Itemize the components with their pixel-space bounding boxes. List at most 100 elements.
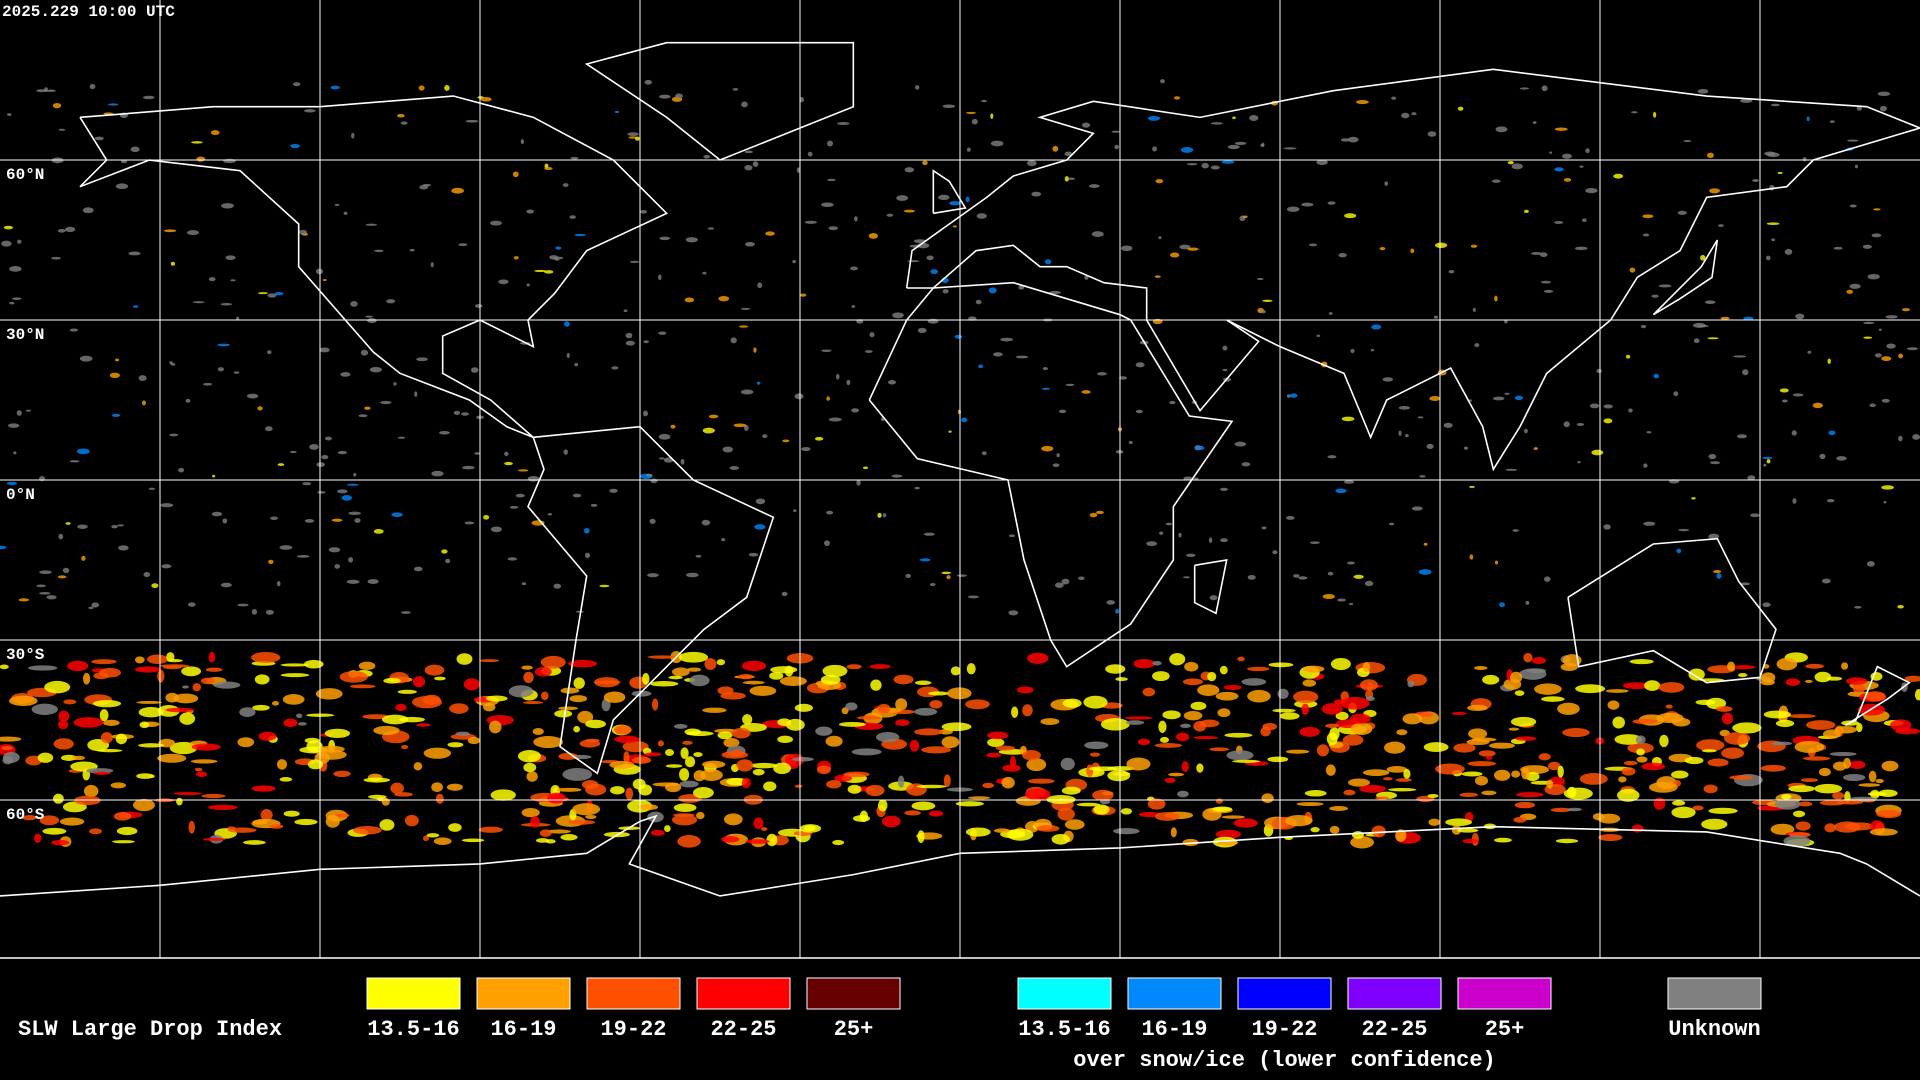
cloud-patch bbox=[563, 449, 568, 455]
cloud-patch bbox=[1614, 734, 1643, 745]
cloud-patch bbox=[1784, 248, 1793, 255]
cloud-patch bbox=[258, 731, 277, 741]
cloud-patch bbox=[1060, 757, 1075, 771]
cloud-patch bbox=[672, 667, 690, 677]
cloud-patch bbox=[869, 332, 875, 338]
cloud-patch bbox=[891, 474, 903, 478]
cloud-patch bbox=[1411, 506, 1423, 511]
cloud-patch bbox=[1469, 554, 1474, 560]
cloud-patch bbox=[1849, 204, 1857, 208]
cloud-patch bbox=[897, 775, 905, 788]
cloud-patch bbox=[949, 201, 961, 206]
cloud-patch bbox=[349, 684, 376, 689]
cloud-patch bbox=[498, 279, 509, 285]
cloud-patch bbox=[138, 743, 165, 748]
cloud-patch bbox=[111, 413, 121, 417]
coastline bbox=[905, 68, 1920, 472]
cloud-patch bbox=[793, 509, 797, 513]
cloud-patch bbox=[227, 826, 236, 830]
cloud-patch bbox=[1881, 356, 1892, 362]
cloud-patch bbox=[220, 303, 233, 306]
cloud-patch bbox=[1384, 181, 1389, 186]
cloud-patch bbox=[1642, 214, 1654, 219]
cloud-patch bbox=[1347, 136, 1359, 143]
cloud-patch bbox=[966, 663, 976, 675]
cloud-patch bbox=[1814, 783, 1843, 794]
cloud-patch bbox=[1805, 663, 1824, 669]
cloud-patch bbox=[252, 704, 270, 711]
cloud-patch bbox=[243, 840, 266, 845]
cloud-patch bbox=[986, 752, 1002, 758]
cloud-patch bbox=[365, 315, 374, 318]
cloud-patch bbox=[17, 239, 22, 244]
cloud-patch bbox=[1024, 788, 1051, 801]
cloud-patch bbox=[567, 659, 598, 668]
cloud-patch bbox=[1515, 736, 1537, 741]
cloud-patch bbox=[36, 584, 46, 588]
legend-label: 16-19 bbox=[490, 1017, 556, 1042]
cloud-patch bbox=[1154, 812, 1180, 821]
cloud-patch bbox=[952, 225, 957, 228]
cloud-patch bbox=[1532, 656, 1547, 665]
cloud-patch bbox=[1814, 671, 1832, 683]
cloud-patch bbox=[391, 512, 403, 518]
cloud-patch bbox=[225, 255, 236, 261]
cloud-patch bbox=[870, 679, 882, 691]
cloud-patch bbox=[1164, 777, 1176, 783]
cloud-patch bbox=[53, 738, 74, 750]
cloud-patch bbox=[1026, 758, 1047, 772]
cloud-patch bbox=[401, 744, 409, 750]
cloud-patch bbox=[1651, 294, 1659, 298]
cloud-patch bbox=[1557, 702, 1580, 715]
cloud-patch bbox=[577, 710, 594, 724]
cloud-patch bbox=[1268, 662, 1294, 668]
cloud-patch bbox=[188, 820, 195, 834]
cloud-patch bbox=[1677, 210, 1687, 215]
cloud-patch bbox=[93, 672, 110, 680]
cloud-patch bbox=[540, 655, 566, 669]
cloud-patch bbox=[1709, 188, 1721, 194]
cloud-patch bbox=[1100, 718, 1130, 731]
cloud-patch bbox=[914, 680, 932, 686]
cloud-patch bbox=[781, 591, 788, 597]
cloud-patch bbox=[1707, 152, 1714, 159]
legend-label: 22-25 bbox=[710, 1017, 776, 1042]
cloud-patch bbox=[1158, 720, 1167, 733]
cloud-patch bbox=[930, 269, 939, 275]
cloud-patch bbox=[7, 113, 12, 116]
cloud-patch bbox=[444, 85, 450, 91]
cloud-patch bbox=[22, 815, 37, 821]
cloud-patch bbox=[990, 140, 1004, 147]
cloud-patch bbox=[1846, 677, 1868, 686]
cloud-patch bbox=[1481, 790, 1497, 796]
cloud-patch bbox=[1842, 773, 1866, 782]
cloud-patch bbox=[1042, 367, 1048, 371]
cloud-patch bbox=[57, 575, 67, 579]
cloud-patch bbox=[1640, 324, 1647, 329]
cloud-patch bbox=[593, 680, 621, 685]
cloud-patch bbox=[207, 804, 238, 811]
cloud-patch bbox=[730, 337, 737, 344]
cloud-patch bbox=[1885, 315, 1898, 319]
cloud-patch bbox=[1220, 538, 1228, 543]
cloud-patch bbox=[1052, 463, 1060, 468]
cloud-patch bbox=[1524, 428, 1528, 434]
cloud-patch bbox=[1031, 191, 1042, 197]
cloud-patch bbox=[573, 677, 585, 689]
cloud-patch bbox=[568, 819, 596, 825]
cloud-patch bbox=[1683, 139, 1692, 143]
cloud-patch bbox=[433, 837, 452, 845]
cloud-patch bbox=[1826, 676, 1843, 681]
cloud-patch bbox=[1576, 422, 1585, 426]
cloud-patch bbox=[1183, 476, 1193, 481]
cloud-patch bbox=[1133, 658, 1155, 669]
cloud-patch bbox=[1505, 468, 1518, 471]
cloud-patch bbox=[210, 130, 220, 136]
cloud-patch bbox=[1222, 345, 1228, 351]
cloud-patch bbox=[827, 178, 836, 182]
cloud-patch bbox=[1554, 167, 1564, 172]
cloud-patch bbox=[1061, 786, 1081, 795]
coastline bbox=[1652, 239, 1719, 316]
legend-swatch bbox=[1127, 977, 1222, 1010]
cloud-patch bbox=[540, 691, 549, 701]
